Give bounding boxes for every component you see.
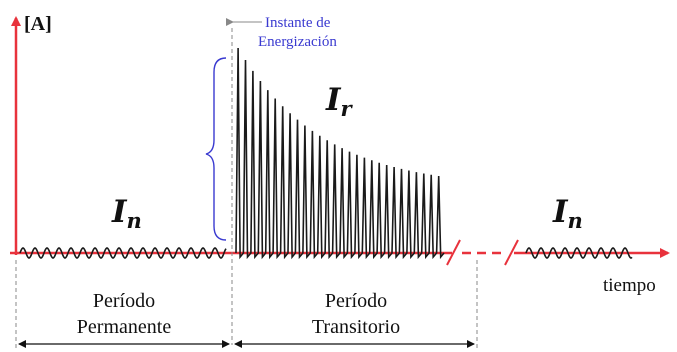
steady-current-subscript-right: n — [568, 208, 583, 233]
inrush-current-symbol: I — [325, 82, 342, 118]
inrush-current-waveform — [235, 47, 445, 260]
steady-state-waveform-left — [19, 247, 227, 259]
permanent-period-label-line2: Permanente — [77, 316, 172, 338]
steady-current-symbol-left: I — [111, 194, 128, 230]
transient-period-label-line1: Período — [325, 290, 387, 312]
steady-current-label-right: In — [552, 194, 583, 233]
transient-period-label-line2: Transitorio — [312, 316, 400, 338]
energization-label-line2: Energización — [258, 34, 337, 50]
x-axis-break-left — [446, 239, 461, 266]
amplitude-brace — [205, 57, 227, 241]
inrush-current-subscript: r — [341, 96, 354, 121]
steady-current-subscript-left: n — [127, 208, 142, 233]
x-axis-break-right — [504, 239, 519, 266]
steady-current-label-left: In — [111, 194, 142, 233]
permanent-period-label-line1: Período — [93, 290, 155, 312]
steady-state-waveform-right — [525, 247, 633, 259]
inrush-current-label: Ir — [325, 82, 354, 121]
x-axis-label: tiempo — [603, 275, 656, 296]
y-axis-label: [A] — [24, 13, 52, 35]
energization-label-line1: Instante de — [265, 15, 331, 31]
steady-current-symbol-right: I — [552, 194, 569, 230]
